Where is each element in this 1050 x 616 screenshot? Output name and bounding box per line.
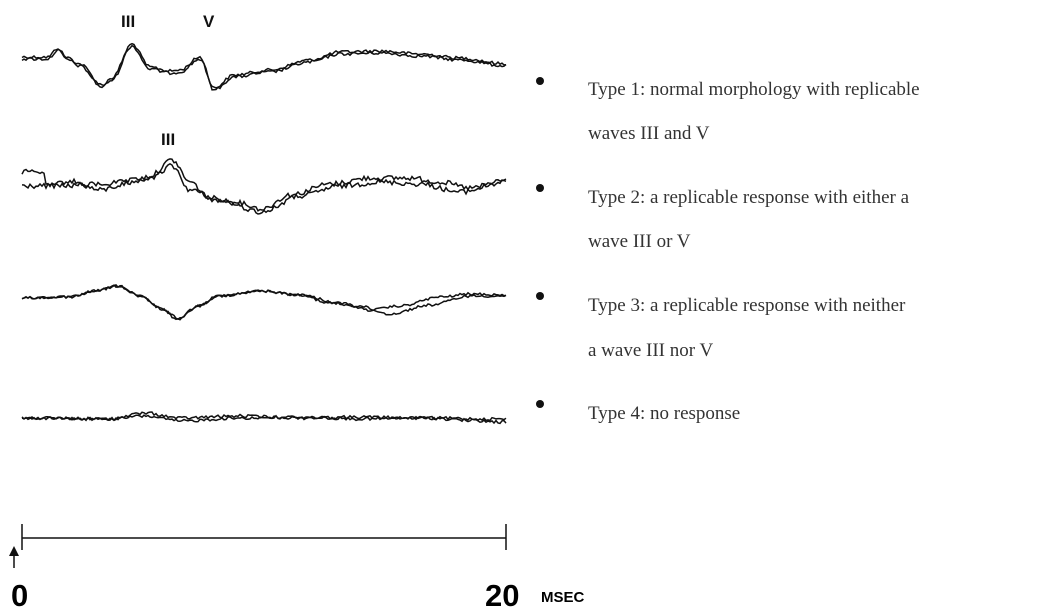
legend-type2-line1: Type 2: a replicable response with eithe… <box>588 187 910 208</box>
legend-bullet-type3 <box>536 292 544 300</box>
type4-trace-b <box>21 414 507 425</box>
stimulus-arrow-icon <box>9 546 19 556</box>
type1-wave-iii-label: III <box>121 12 136 31</box>
type2-trace-b <box>21 163 507 215</box>
type4-trace-a <box>21 411 507 422</box>
axis-unit-label: MSEC <box>541 589 585 606</box>
type1-wave-v-label: V <box>203 12 215 31</box>
legend-type1-line1: Type 1: normal morphology with replicabl… <box>588 79 920 100</box>
legend-type2-line2: wave III or V <box>588 231 691 252</box>
legend-bullet-type1 <box>536 77 544 85</box>
type3-trace-b <box>21 284 507 320</box>
legend-type3-line2: a wave III nor V <box>588 340 714 361</box>
type2-wave-iii-label: III <box>161 130 176 149</box>
legend-type1-line2: waves III and V <box>588 123 710 144</box>
legend-bullet-type2 <box>536 184 544 192</box>
axis-start-label: 0 <box>11 578 29 613</box>
legend-bullet-type4 <box>536 400 544 408</box>
legend-type4-line1: Type 4: no response <box>588 403 741 424</box>
type1-trace-b <box>21 44 507 91</box>
axis-end-label: 20 <box>485 578 520 613</box>
legend-type3-line1: Type 3: a replicable response with neith… <box>588 295 906 316</box>
